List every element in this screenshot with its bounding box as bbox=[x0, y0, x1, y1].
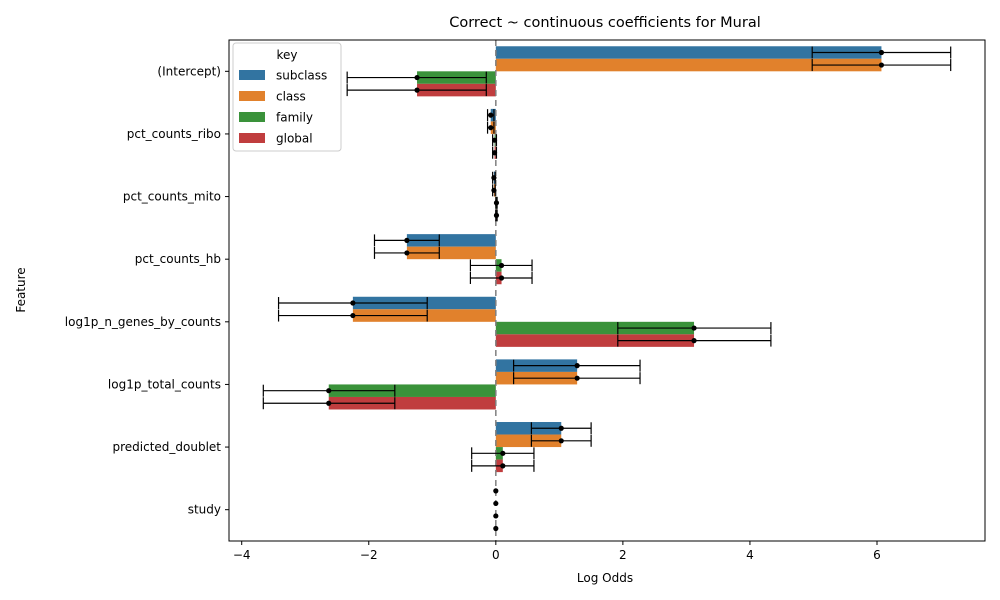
bar-family-5 bbox=[328, 384, 496, 397]
bar-family-4 bbox=[495, 321, 695, 335]
chart-title: Correct ~ continuous coefficients for Mu… bbox=[449, 15, 761, 31]
x-tick-label-1: −2 bbox=[360, 548, 378, 562]
point-global-1 bbox=[491, 150, 498, 156]
point-family-5 bbox=[326, 388, 332, 394]
y-tick-label-1: pct_counts_ribo bbox=[127, 127, 221, 141]
legend-title: key bbox=[276, 48, 297, 62]
x-tick-label-2: 0 bbox=[492, 548, 500, 562]
point-global-6 bbox=[500, 463, 506, 469]
y-tick-label-7: study bbox=[188, 503, 221, 517]
bar-class-6 bbox=[495, 434, 562, 448]
y-tick-label-4: log1p_n_genes_by_counts bbox=[65, 315, 221, 329]
x-axis: −4 −2 0 2 4 6 bbox=[233, 541, 881, 562]
bar-subclass-3 bbox=[406, 234, 496, 247]
point-subclass-5 bbox=[574, 363, 580, 369]
point-subclass-6 bbox=[558, 425, 564, 431]
point-global-0 bbox=[414, 87, 420, 93]
legend-label-family: family bbox=[276, 111, 313, 125]
point-subclass-2 bbox=[491, 175, 497, 181]
x-tick-label-3: 2 bbox=[619, 548, 627, 562]
legend-label-global: global bbox=[276, 132, 313, 146]
bar-subclass-0 bbox=[495, 46, 882, 59]
y-axis-title: Feature bbox=[14, 267, 28, 312]
plot-area bbox=[262, 40, 952, 541]
point-global-4 bbox=[691, 338, 697, 344]
bar-subclass-6 bbox=[495, 422, 562, 435]
point-global-3 bbox=[498, 275, 505, 281]
point-global-2 bbox=[493, 212, 500, 218]
legend-swatch-global bbox=[239, 133, 265, 143]
x-tick-label-0: −4 bbox=[233, 548, 251, 562]
point-family-6 bbox=[500, 450, 506, 456]
point-class-0 bbox=[878, 62, 885, 68]
legend-label-subclass: subclass bbox=[276, 69, 327, 83]
point-family-1 bbox=[491, 137, 498, 143]
legend-swatch-family bbox=[239, 112, 265, 122]
x-tick-label-4: 4 bbox=[746, 548, 754, 562]
point-class-6 bbox=[558, 438, 564, 444]
legend: key subclass class family global bbox=[232, 42, 342, 152]
x-axis-title: Log Odds bbox=[577, 571, 633, 585]
point-subclass-7 bbox=[493, 488, 499, 494]
point-class-7 bbox=[493, 500, 499, 507]
y-tick-label-2: pct_counts_mito bbox=[123, 190, 221, 204]
point-subclass-4 bbox=[350, 300, 356, 306]
point-family-7 bbox=[493, 513, 499, 519]
point-class-5 bbox=[574, 375, 580, 381]
point-family-2 bbox=[493, 200, 500, 206]
point-class-4 bbox=[350, 312, 356, 319]
point-subclass-0 bbox=[878, 49, 885, 56]
y-tick-label-3: pct_counts_hb bbox=[135, 252, 221, 266]
point-class-1 bbox=[488, 125, 494, 131]
legend-swatch-subclass bbox=[239, 70, 265, 80]
point-subclass-1 bbox=[488, 112, 494, 118]
y-tick-label-6: predicted_doublet bbox=[112, 440, 221, 454]
bar-global-5 bbox=[328, 396, 496, 410]
y-axis: (Intercept) pct_counts_ribo pct_counts_mit… bbox=[65, 64, 229, 517]
point-global-5 bbox=[326, 400, 332, 406]
y-tick-label-5: log1p_total_counts bbox=[108, 377, 221, 391]
bar-class-3 bbox=[406, 246, 496, 260]
legend-swatch-class bbox=[239, 91, 265, 101]
legend-label-class: class bbox=[276, 90, 306, 104]
point-family-3 bbox=[498, 262, 505, 269]
bar-class-0 bbox=[495, 58, 882, 72]
point-class-2 bbox=[491, 187, 497, 193]
y-tick-label-0: (Intercept) bbox=[157, 64, 221, 78]
x-tick-label-5: 6 bbox=[873, 548, 881, 562]
point-family-0 bbox=[414, 74, 420, 81]
point-global-7 bbox=[493, 525, 499, 532]
point-family-4 bbox=[691, 325, 697, 331]
bar-global-4 bbox=[495, 334, 695, 347]
point-subclass-3 bbox=[404, 237, 410, 243]
plot-frame bbox=[228, 39, 986, 542]
point-class-3 bbox=[404, 250, 410, 256]
